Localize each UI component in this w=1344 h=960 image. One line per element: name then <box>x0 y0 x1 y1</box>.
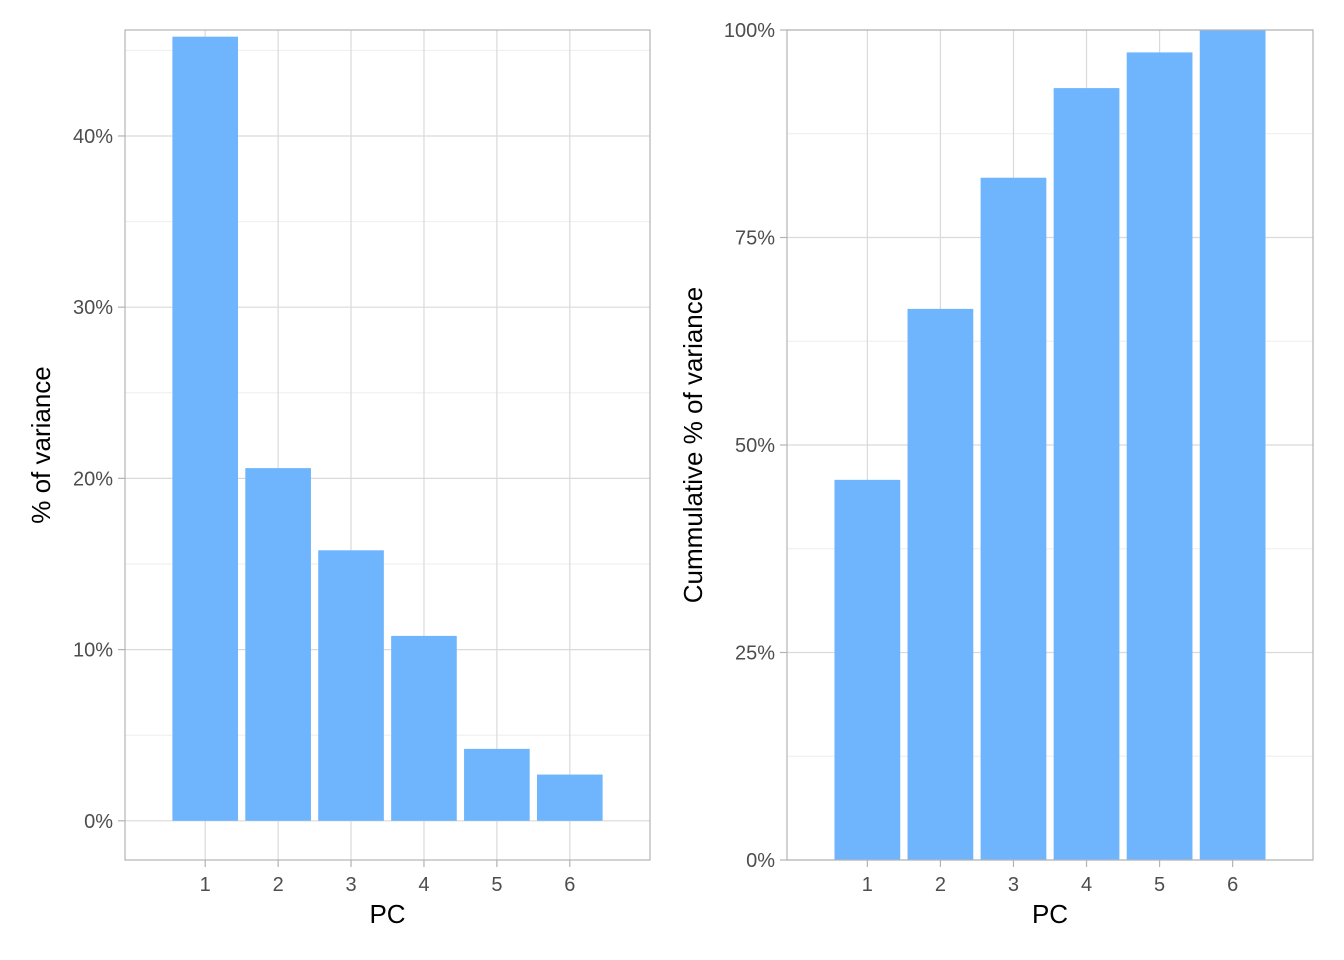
x-tick-label: 1 <box>200 874 211 896</box>
bar <box>536 774 603 821</box>
x-tick-label: 6 <box>1227 874 1238 896</box>
y-tick-label: 0% <box>746 850 775 872</box>
bar <box>1199 30 1266 860</box>
x-tick-label: 4 <box>418 874 429 896</box>
panel-border <box>124 29 651 861</box>
y-axis-title: % of variance <box>26 366 56 524</box>
x-tick-label: 2 <box>935 874 946 896</box>
x-axis-title: PC <box>1032 899 1068 929</box>
bar <box>834 479 901 860</box>
cumulative-variance-chart: 0% 25% 50% 75% 100% 1 2 3 4 5 6 PC Cummulative % of … <box>678 20 1314 929</box>
x-tick-label: 5 <box>1154 874 1165 896</box>
bar <box>907 308 974 860</box>
bar <box>391 635 457 821</box>
variance-chart: 0% 10% 20% 30% 40% 1 2 3 4 5 6 PC % of variance <box>26 29 651 929</box>
y-tick-label: 100% <box>724 20 775 42</box>
x-tick-label: 4 <box>1081 874 1092 896</box>
x-tick-label: 3 <box>345 874 356 896</box>
x-tick-label: 3 <box>1008 874 1019 896</box>
y-tick-label: 75% <box>735 228 775 250</box>
y-tick-label: 40% <box>73 126 113 148</box>
y-tick-label: 50% <box>735 435 775 457</box>
bar <box>1053 88 1120 861</box>
x-tick-label: 2 <box>273 874 284 896</box>
y-tick-label: 30% <box>73 297 113 319</box>
x-axis-title: PC <box>369 899 405 929</box>
y-tick-label: 20% <box>73 468 113 490</box>
bar <box>1126 52 1193 861</box>
bar <box>464 748 530 821</box>
x-tick-label: 5 <box>491 874 502 896</box>
y-tick-label: 25% <box>735 643 775 665</box>
y-axis-title: Cummulative % of variance <box>678 287 708 603</box>
y-tick-label: 0% <box>84 811 113 833</box>
bar <box>245 468 311 821</box>
bar <box>172 36 239 821</box>
x-tick-label: 1 <box>862 874 873 896</box>
x-tick-label: 6 <box>564 874 575 896</box>
bar <box>980 177 1047 861</box>
bar <box>318 550 384 821</box>
y-tick-label: 10% <box>73 640 113 662</box>
